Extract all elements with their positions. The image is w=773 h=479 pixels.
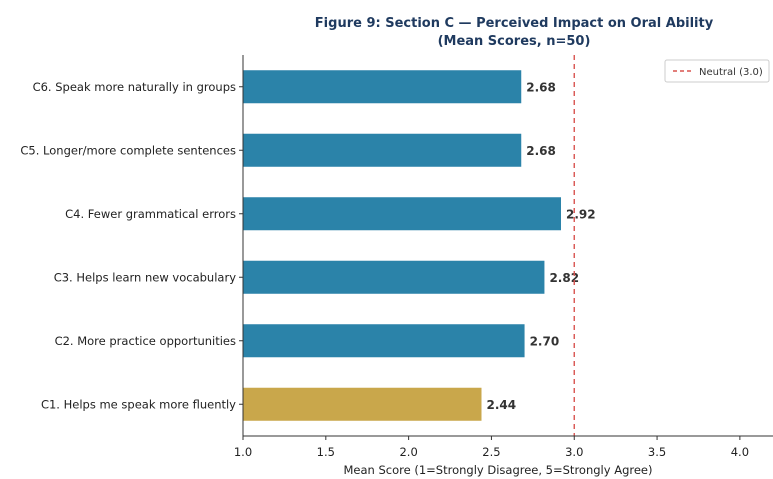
x-tick-label-5: 3.0 bbox=[565, 445, 583, 459]
value-label-3: 2.82 bbox=[549, 271, 579, 285]
value-label-6: 2.68 bbox=[526, 80, 556, 94]
x-tick-label-1: 1.0 bbox=[234, 445, 252, 459]
value-label-2: 2.70 bbox=[530, 334, 560, 348]
legend-label: Neutral (3.0) bbox=[699, 67, 763, 78]
y-tick-label-2: C2. More practice opportunities bbox=[55, 334, 236, 348]
y-tick-label-5: C5. Longer/more complete sentences bbox=[20, 143, 236, 157]
bar-2 bbox=[243, 324, 525, 358]
y-tick-label-1: C1. Helps me speak more fluently bbox=[41, 397, 236, 411]
x-tick-label-4: 2.5 bbox=[482, 445, 500, 459]
legend-box bbox=[664, 59, 770, 83]
x-axis-label: Mean Score (1=Strongly Disagree, 5=Stron… bbox=[344, 463, 653, 477]
bar-1 bbox=[243, 387, 482, 421]
value-label-5: 2.68 bbox=[526, 144, 556, 158]
x-tick-label-2: 1.5 bbox=[317, 445, 335, 459]
bar-3 bbox=[243, 260, 545, 294]
y-tick-label-4: C4. Fewer grammatical errors bbox=[65, 207, 236, 221]
bar-6 bbox=[243, 70, 522, 104]
axes-group: C1. Helps me speak more fluently C2. More… bbox=[20, 55, 773, 459]
chart-title-line-2: (Mean Scores, n=50) bbox=[438, 34, 591, 49]
bar-4 bbox=[243, 197, 561, 231]
chart-title-line-1: Figure 9: Section C — Perceived Impact o… bbox=[315, 16, 714, 31]
legend: Neutral (3.0) bbox=[664, 59, 770, 83]
value-label-4: 2.92 bbox=[566, 207, 596, 221]
bars-group: 2.44 2.70 2.82 2.92 2.68 2.68 bbox=[243, 70, 596, 421]
y-tick-label-6: C6. Speak more naturally in groups bbox=[33, 80, 236, 94]
x-tick-label-6: 3.5 bbox=[648, 445, 666, 459]
bar-5 bbox=[243, 133, 522, 167]
x-tick-label-3: 2.0 bbox=[399, 445, 417, 459]
value-label-1: 2.44 bbox=[487, 398, 517, 412]
x-tick-label-7: 4.0 bbox=[731, 445, 749, 459]
y-tick-label-3: C3. Helps learn new vocabulary bbox=[54, 270, 237, 284]
